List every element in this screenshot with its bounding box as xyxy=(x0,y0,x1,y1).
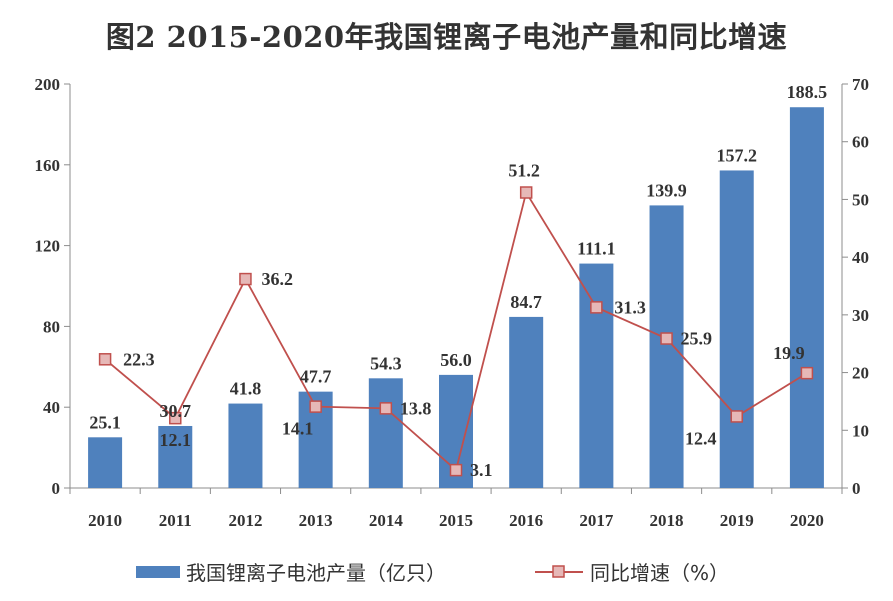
line-value-label: 13.8 xyxy=(400,398,432,418)
line-value-label: 51.2 xyxy=(508,161,540,181)
line-point xyxy=(590,301,603,314)
bar xyxy=(368,378,403,488)
bar xyxy=(158,425,193,488)
right-y-tick-label: 60 xyxy=(852,133,869,152)
line-point xyxy=(98,353,112,366)
x-tick-label: 2019 xyxy=(720,511,754,530)
legend-line-label: 同比增速（%） xyxy=(590,561,729,585)
legend-bar-swatch xyxy=(136,566,180,578)
x-tick-label: 2014 xyxy=(369,511,404,530)
legend: 我国锂离子电池产量（亿只） 同比增速（%） xyxy=(136,561,729,585)
line-value-label: 12.1 xyxy=(160,430,192,450)
bar-value-label: 41.8 xyxy=(230,379,262,399)
right-y-tick-label: 20 xyxy=(852,364,869,383)
line-value-label: 19.9 xyxy=(773,343,805,363)
bar-value-label: 188.5 xyxy=(787,82,828,102)
bar xyxy=(789,107,824,488)
line-point xyxy=(449,463,463,477)
axes: 0 40 80 120 160 200 0 10 20 30 40 50 60 70 2010 2011 201… xyxy=(35,75,870,530)
data-labels: 25.1 30.7 41.8 47.7 54.3 56.0 84.7 111.1 139.9 15… xyxy=(89,82,827,480)
bar xyxy=(649,205,684,489)
right-y-tick-label: 10 xyxy=(852,421,869,440)
line-value-label: 31.3 xyxy=(614,297,646,317)
line-value-label: 3.1 xyxy=(470,460,493,480)
x-tick-label: 2013 xyxy=(299,511,333,530)
line-point xyxy=(519,186,533,199)
bar xyxy=(579,263,614,488)
bar-value-label: 56.0 xyxy=(440,350,472,370)
bar xyxy=(88,437,123,488)
left-y-tick-label: 0 xyxy=(52,479,61,498)
left-y-tick-label: 80 xyxy=(43,317,60,336)
line-point xyxy=(379,402,393,415)
left-y-tick-label: 120 xyxy=(35,237,61,256)
right-y-tick-label: 50 xyxy=(852,190,869,209)
left-y-tick-label: 40 xyxy=(43,398,60,417)
x-tick-label: 2012 xyxy=(228,511,262,530)
bar-value-label: 54.3 xyxy=(370,353,402,373)
line-point xyxy=(800,366,814,380)
line-value-label: 22.3 xyxy=(123,349,155,369)
bar-value-label: 84.7 xyxy=(510,292,542,312)
line-series xyxy=(98,186,814,477)
right-y-tick-label: 0 xyxy=(852,479,861,498)
line-value-label: 12.4 xyxy=(685,428,717,448)
bar xyxy=(228,403,263,488)
line-point xyxy=(239,272,252,286)
line-point xyxy=(169,411,182,425)
line-point xyxy=(309,400,322,413)
bar xyxy=(509,316,544,488)
right-y-tick-label: 40 xyxy=(852,248,869,267)
bar-value-label: 25.1 xyxy=(89,412,121,432)
left-y-tick-label: 200 xyxy=(35,75,61,94)
line-value-label: 14.1 xyxy=(282,419,314,439)
bar-series xyxy=(88,107,824,489)
left-y-tick-label: 160 xyxy=(35,156,61,175)
right-y-tick-label: 30 xyxy=(852,306,869,325)
bar-value-label: 157.2 xyxy=(716,145,757,165)
x-tick-label: 2010 xyxy=(88,511,122,530)
right-y-tick-label: 70 xyxy=(852,75,869,94)
line-point xyxy=(660,332,673,345)
x-tick-label: 2017 xyxy=(579,511,614,530)
line-point xyxy=(730,410,743,423)
x-tick-label: 2011 xyxy=(159,511,192,530)
x-tick-label: 2016 xyxy=(509,511,543,530)
line-value-label: 25.9 xyxy=(681,329,713,349)
bar-value-label: 30.7 xyxy=(160,401,192,421)
bar-value-label: 47.7 xyxy=(300,367,332,387)
line-value-label: 36.2 xyxy=(261,269,293,289)
x-tick-label: 2015 xyxy=(439,511,473,530)
x-tick-label: 2018 xyxy=(650,511,684,530)
chart-title: 图2 2015-2020年我国锂离子电池产量和同比增速 xyxy=(105,20,788,54)
bar xyxy=(719,170,754,488)
bar-value-label: 111.1 xyxy=(577,239,616,259)
legend-bar-label: 我国锂离子电池产量（亿只） xyxy=(186,561,446,585)
x-tick-label: 2020 xyxy=(790,511,824,530)
legend-line-marker xyxy=(552,565,565,578)
bar-value-label: 139.9 xyxy=(646,180,687,200)
